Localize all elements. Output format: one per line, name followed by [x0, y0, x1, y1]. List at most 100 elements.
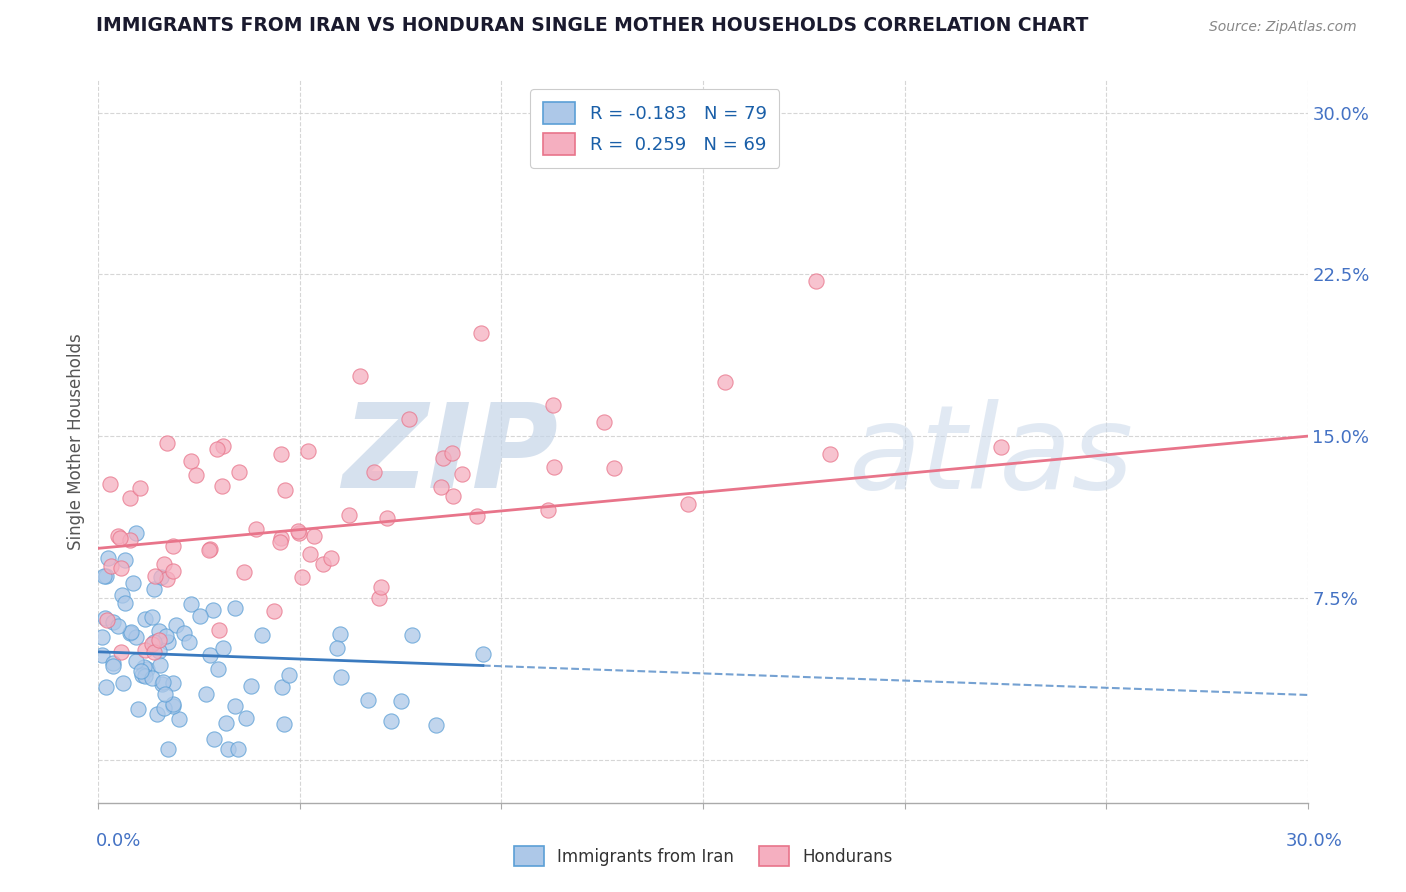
Point — [156, 572, 179, 586]
Point — [432, 451, 454, 466]
Point — [252, 628, 274, 642]
Point — [129, 481, 152, 495]
Point — [153, 701, 176, 715]
Point — [676, 497, 699, 511]
Point — [188, 609, 211, 624]
Point — [287, 526, 309, 541]
Point — [302, 529, 325, 543]
Point — [202, 731, 225, 746]
Point — [245, 522, 267, 536]
Legend: R = -0.183   N = 79, R =  0.259   N = 69: R = -0.183 N = 79, R = 0.259 N = 69 — [530, 89, 779, 168]
Point — [141, 609, 163, 624]
Point — [603, 460, 626, 475]
Point — [312, 557, 335, 571]
Point — [141, 637, 163, 651]
Point — [98, 477, 121, 491]
Point — [232, 565, 254, 579]
Point — [162, 675, 184, 690]
Point — [97, 551, 120, 566]
Text: ZIP: ZIP — [342, 399, 558, 514]
Point — [120, 533, 142, 547]
Point — [134, 612, 156, 626]
Point — [370, 580, 392, 594]
Y-axis label: Single Mother Households: Single Mother Households — [66, 334, 84, 549]
Point — [162, 564, 184, 578]
Point — [375, 510, 398, 524]
Point — [270, 680, 292, 694]
Point — [135, 662, 157, 676]
Point — [152, 674, 174, 689]
Point — [195, 687, 218, 701]
Point — [110, 645, 132, 659]
Point — [451, 467, 474, 481]
Point — [636, 142, 658, 156]
Point — [91, 648, 114, 663]
Point — [121, 576, 143, 591]
Point — [593, 415, 616, 429]
Point — [152, 557, 174, 571]
Point — [224, 699, 246, 714]
Point — [198, 648, 221, 662]
Point — [184, 468, 207, 483]
Point — [228, 465, 250, 479]
Point — [100, 559, 122, 574]
Point — [197, 542, 219, 557]
Point — [349, 368, 371, 383]
Point — [198, 541, 221, 556]
Point — [162, 698, 184, 713]
Point — [127, 702, 149, 716]
Point — [145, 707, 167, 722]
Point — [208, 623, 231, 637]
Point — [141, 672, 163, 686]
Point — [465, 509, 488, 524]
Text: IMMIGRANTS FROM IRAN VS HONDURAN SINGLE MOTHER HOUSEHOLDS CORRELATION CHART: IMMIGRANTS FROM IRAN VS HONDURAN SINGLE … — [96, 16, 1088, 35]
Point — [91, 631, 114, 645]
Point — [287, 524, 309, 539]
Point — [212, 439, 235, 453]
Point — [337, 508, 360, 522]
Point — [273, 717, 295, 731]
Point — [226, 742, 249, 756]
Point — [131, 668, 153, 682]
Point — [110, 560, 132, 574]
Point — [120, 625, 142, 640]
Point — [94, 568, 117, 582]
Point — [107, 528, 129, 542]
Point — [107, 619, 129, 633]
Point — [180, 454, 202, 468]
Point — [157, 742, 180, 756]
Text: 0.0%: 0.0% — [96, 831, 141, 849]
Point — [212, 640, 235, 655]
Point — [326, 641, 349, 656]
Point — [124, 654, 146, 668]
Legend: Immigrants from Iran, Hondurans: Immigrants from Iran, Hondurans — [508, 839, 898, 873]
Point — [167, 712, 190, 726]
Point — [263, 605, 285, 619]
Point — [380, 714, 402, 728]
Point — [149, 658, 172, 673]
Point — [441, 446, 464, 460]
Point — [291, 570, 314, 584]
Point — [150, 570, 173, 584]
Point — [363, 465, 385, 479]
Point — [173, 625, 195, 640]
Point — [143, 582, 166, 596]
Text: atlas: atlas — [848, 399, 1133, 513]
Point — [94, 611, 117, 625]
Point — [239, 679, 262, 693]
Point — [103, 659, 125, 673]
Point — [101, 615, 124, 629]
Point — [401, 628, 423, 642]
Point — [125, 631, 148, 645]
Point — [277, 668, 299, 682]
Point — [217, 742, 239, 756]
Point — [389, 694, 412, 708]
Point — [368, 591, 391, 605]
Point — [215, 716, 238, 731]
Point — [470, 326, 492, 340]
Point — [124, 526, 146, 541]
Point — [93, 568, 115, 582]
Point — [818, 447, 841, 461]
Point — [145, 569, 167, 583]
Point — [142, 635, 165, 649]
